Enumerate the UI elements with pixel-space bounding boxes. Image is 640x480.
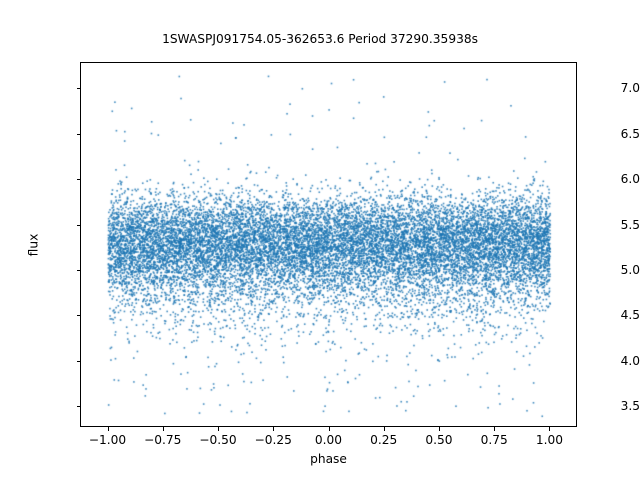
x-tick-label: −0.25 [254,433,292,447]
x-tick-label: −0.50 [199,433,237,447]
x-tick-label: 0.00 [314,433,343,447]
scatter-plot-canvas [81,63,576,426]
plot-axes-area [80,62,577,427]
x-tick-mark [383,427,385,431]
y-tick-mark [76,406,80,408]
x-tick-label: 0.25 [370,433,398,447]
x-axis-label: phase [310,452,347,466]
y-tick-mark [76,315,80,317]
y-tick-label: 6.0 [620,172,640,187]
x-tick-label: −0.75 [144,433,182,447]
y-tick-label: 6.5 [620,126,640,141]
y-tick-label: 4.5 [620,308,640,323]
y-tick-mark [76,133,80,135]
y-tick-mark [76,269,80,271]
x-tick-mark [107,427,109,431]
x-tick-mark [494,427,496,431]
y-tick-mark [76,88,80,90]
x-tick-label: −1.00 [88,433,127,447]
y-tick-label: 7.0 [620,81,640,96]
y-tick-label: 5.0 [620,262,640,277]
y-tick-mark [76,179,80,181]
chart-title: 1SWASPJ091754.05-362653.6 Period 37290.3… [162,32,478,46]
x-tick-mark [328,427,330,431]
y-tick-mark [76,360,80,362]
x-tick-mark [549,427,551,431]
x-tick-mark [273,427,275,431]
x-tick-label: 0.75 [480,433,508,447]
y-axis-label: flux [26,233,41,257]
x-tick-label: 1.00 [535,433,564,447]
x-tick-mark [162,427,164,431]
x-tick-mark [438,427,440,431]
y-tick-label: 5.5 [620,217,640,232]
x-tick-label: 0.50 [425,433,453,447]
y-tick-label: 3.5 [620,399,640,414]
y-tick-mark [76,224,80,226]
x-tick-mark [218,427,219,431]
y-tick-label: 4.0 [620,353,640,368]
